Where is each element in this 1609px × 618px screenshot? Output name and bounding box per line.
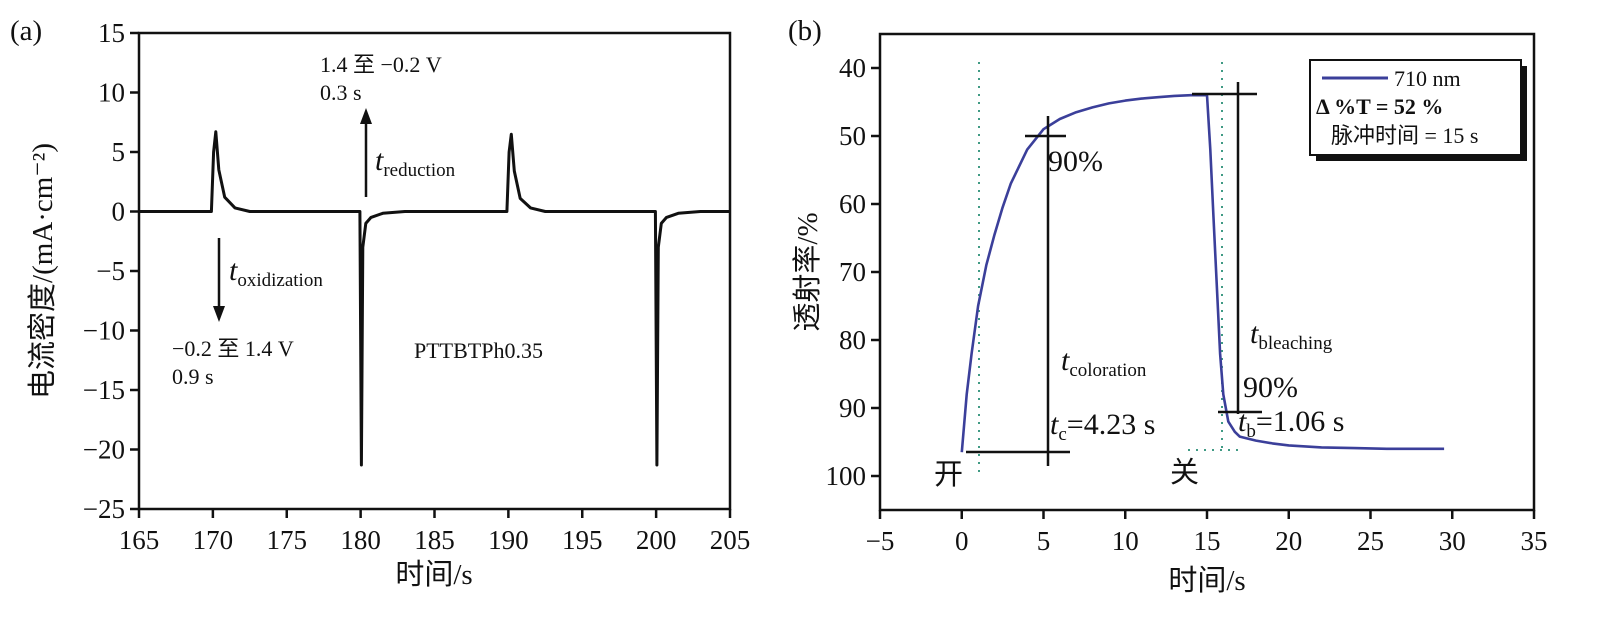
panel-a-y-axis-label: 电流密度/(mA·cm⁻²): [26, 143, 59, 399]
panel-a-frame: [137, 31, 732, 511]
panel-a: (a) 165 170 175 180 185 190 195 200 205 15 10 5 0 −5 −…: [10, 15, 750, 591]
panel-b-x-tick-label: 5: [1037, 526, 1051, 556]
panel-b-ticks: [871, 66, 1536, 519]
panel-a-y-tick-label: −25: [83, 494, 125, 524]
tb-value-label: tb=1.06 s: [1238, 405, 1344, 442]
sample-name-label: PTTBTPh0.35: [414, 338, 543, 363]
legend-delta-t-label: Δ %T = 52 %: [1316, 94, 1443, 119]
panel-a-series-line: [139, 130, 730, 467]
legend-box: [1309, 59, 1522, 156]
panel-a-ticks: [130, 31, 732, 518]
panel-a-x-tick-label: 180: [340, 525, 381, 555]
oxidization-voltage-label: −0.2 至 1.4 V: [172, 336, 294, 361]
panel-b-x-tick-label: 10: [1112, 526, 1139, 556]
panel-b-x-tick-label: 25: [1357, 526, 1384, 556]
panel-a-y-tick-label: 10: [98, 78, 125, 108]
reduction-time-label: 0.3 s: [320, 80, 362, 105]
tc-value-label: tc=4.23 s: [1050, 408, 1155, 445]
panel-b-y-tick-label: 80: [839, 325, 866, 355]
panel-a-x-tick-label: 175: [267, 525, 308, 555]
bleaching-t-label: tbleaching: [1250, 317, 1333, 354]
reduction-voltage-label: 1.4 至 −0.2 V: [320, 52, 442, 77]
panel-a-y-tick-label: −5: [96, 256, 125, 286]
panel-a-x-tick-label: 170: [193, 525, 234, 555]
panel-b-x-axis-label: 时间/s: [1168, 564, 1245, 597]
reduction-arrow-head: [360, 108, 372, 124]
panel-b-y-axis-label: 透射率/%: [791, 212, 824, 331]
panel-a-y-tick-label: 0: [112, 197, 126, 227]
panel-a-x-tick-label: 195: [562, 525, 603, 555]
panel-a-x-axis-label: 时间/s: [395, 558, 472, 591]
panel-b-y-tick-label: 100: [826, 461, 867, 491]
panel-b-y-tick-label: 60: [839, 189, 866, 219]
panel-a-x-tick-label: 190: [488, 525, 529, 555]
panel-a-x-tick-label: 200: [636, 525, 677, 555]
panel-b-label: (b): [788, 15, 822, 47]
legend-series-label: 710 nm: [1394, 66, 1461, 91]
panel-b-series-line: [960, 93, 1445, 453]
panel-b-y-tick-label: 50: [839, 121, 866, 151]
panel-a-tick-labels: 165 170 175 180 185 190 195 200 205 15 10 5 0 −5 −10 −1…: [83, 18, 750, 555]
panel-b-x-tick-label: 0: [955, 526, 969, 556]
switch-on-label: 开: [934, 459, 963, 491]
panel-b-x-tick-label: 30: [1439, 526, 1466, 556]
panel-b-y-tick-label: 70: [839, 257, 866, 287]
panel-a-x-tick-label: 205: [710, 525, 751, 555]
panel-a-y-tick-label: −15: [83, 375, 125, 405]
oxidization-time-label: 0.9 s: [172, 364, 214, 389]
oxidization-arrow-head: [213, 306, 225, 322]
panel-a-x-tick-label: 185: [414, 525, 455, 555]
panel-a-y-tick-label: 5: [112, 137, 126, 167]
panel-b-x-tick-label: 15: [1194, 526, 1221, 556]
legend: 710 nm Δ %T = 52 % 脉冲时间 = 15 s: [1309, 59, 1527, 161]
coloration-90-label: 90%: [1048, 145, 1103, 178]
reduction-t-label: treduction: [375, 144, 456, 181]
panel-a-label: (a): [10, 15, 42, 47]
panel-a-x-tick-label: 165: [119, 525, 160, 555]
bleaching-90-label: 90%: [1243, 371, 1298, 404]
panel-b-x-tick-label: −5: [866, 526, 895, 556]
legend-pulse-time-label: 脉冲时间 = 15 s: [1331, 123, 1478, 148]
oxidization-t-label: toxidization: [229, 254, 323, 291]
panel-b-y-tick-label: 90: [839, 393, 866, 423]
panel-b-y-tick-label: 40: [839, 53, 866, 83]
coloration-t-label: tcoloration: [1061, 344, 1147, 381]
panel-b-tick-labels: −5 0 5 10 15 20 25 30 35 40 50 60 70 80 90 100: [826, 53, 1548, 556]
panel-a-y-tick-label: −10: [83, 316, 125, 346]
panel-a-y-tick-label: −20: [83, 435, 125, 465]
panel-b-x-tick-label: 20: [1275, 526, 1302, 556]
switch-off-label: 关: [1170, 456, 1199, 489]
panel-b-x-tick-label: 35: [1521, 526, 1548, 556]
panel-a-y-tick-label: 15: [98, 18, 125, 48]
